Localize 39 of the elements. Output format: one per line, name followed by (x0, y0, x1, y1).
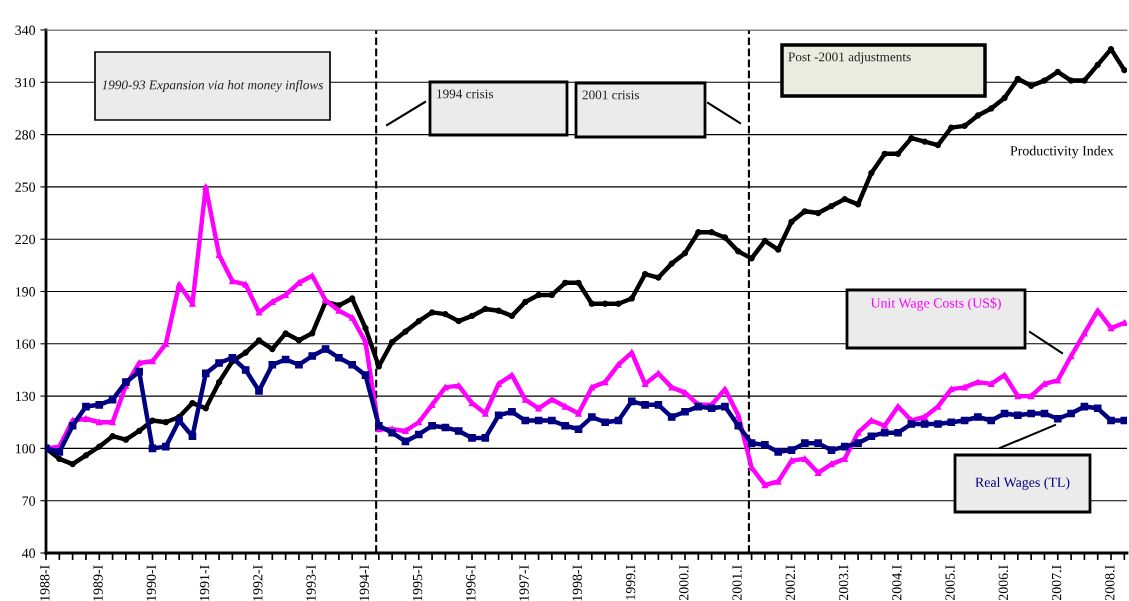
x-tick-label: 2000.I (679, 565, 689, 601)
x-tick-label: 1993-I (306, 565, 316, 601)
y-tick-label: 190 (15, 287, 36, 297)
x-tick-label: 2003.I (838, 565, 849, 601)
x-tick-label: 1994-I (359, 565, 369, 601)
x-tick-label: 2006.I (998, 565, 1009, 601)
x-tick-label: 1989-I (93, 565, 103, 601)
annotation: 1994 crisis (437, 89, 494, 99)
text: Real Wages (TL) (975, 477, 1070, 490)
x-tick-label: 2004.I (892, 565, 902, 601)
x-tick-label: 1988-I (40, 565, 50, 601)
y-tick-label: 340 (15, 25, 36, 35)
y-tick-label: 220 (15, 234, 36, 245)
x-tick-label: 1998-I (572, 565, 582, 601)
y-tick-label: 280 (15, 130, 36, 140)
y-tick-label: 70 (22, 496, 36, 506)
x-tick-label: 2005.I (945, 565, 955, 601)
x-tick-label: 1991-I (199, 565, 210, 601)
y-tick-label: 100 (15, 443, 36, 454)
annotation: Post -2001 adjustments (788, 52, 911, 64)
text: Productivity Index (1010, 145, 1114, 159)
y-tick-label: 40 (21, 548, 36, 558)
text: Unit Wage Costs (US$) (870, 297, 1001, 311)
x-tick-label: 1999.I (625, 565, 636, 600)
x-tick-label: 2002.I (785, 565, 796, 601)
x-tick-label: 1992-I (253, 565, 263, 601)
y-tick-label: 250 (15, 182, 36, 192)
x-tick-label: 2007.I (1051, 565, 1062, 601)
x-tick-label: 2008.I (1105, 565, 1115, 601)
x-tick-label: 1996-I (466, 565, 476, 601)
x-tick-label: 2001.I (732, 565, 742, 601)
y-tick-label: 130 (15, 391, 36, 402)
annotation: 1990-93 Expansion via hot money inflows (102, 79, 323, 93)
annotation: 2001 crisis (582, 90, 640, 100)
x-tick-label: 1990-I (146, 565, 156, 601)
y-tick-label: 160 (15, 339, 36, 349)
y-tick-label: 310 (15, 77, 36, 88)
x-tick-label: 1997-I (519, 565, 529, 601)
x-tick-label: 1995-I (412, 565, 423, 601)
